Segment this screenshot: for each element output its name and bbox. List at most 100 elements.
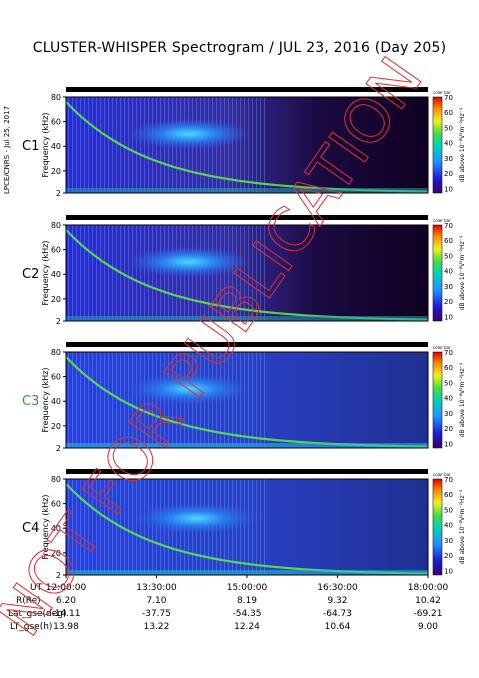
colorbar-tick-label: 40	[444, 140, 453, 148]
y-tick-label: 80	[51, 93, 61, 102]
orbit-value: 12.24	[234, 622, 260, 632]
low-frequency-band	[66, 316, 428, 321]
y-tick-label: 60	[51, 118, 61, 127]
colorbar-label: dB above 10⁻⁸V²m⁻²Hz⁻¹	[459, 107, 466, 182]
colorbar-tick-label: 20	[444, 298, 453, 306]
low-frequency-band	[66, 443, 428, 448]
colorbar-label: dB above 10⁻⁸V²m⁻²Hz⁻¹	[459, 362, 466, 437]
orbit-value: -69.21	[413, 609, 442, 619]
availability-bar	[66, 342, 428, 347]
y-tick-label: 20	[51, 295, 61, 304]
orbit-value: 13:30:00	[136, 583, 177, 593]
colorbar-tick-label: 30	[444, 410, 453, 418]
orbit-value: 9.32	[327, 596, 347, 606]
y-tick-label: 40	[51, 397, 61, 406]
colorbar-header: color bar	[433, 90, 451, 95]
y-tick-label: 80	[51, 221, 61, 230]
panel-frame	[65, 96, 429, 194]
low-frequency-band	[66, 570, 428, 575]
panel-name: C4	[22, 521, 39, 536]
colorbar-tick-label: 70	[444, 222, 453, 230]
emission-patch	[134, 503, 258, 534]
orbit-value: 6.20	[56, 596, 76, 606]
y-tick-label: 2	[56, 571, 61, 580]
low-frequency-band	[66, 188, 428, 193]
y-tick-label: 20	[51, 549, 61, 558]
y-tick-label: 2	[56, 444, 61, 453]
y-axis-label: Frequency (kHz)	[41, 113, 50, 178]
y-axis-label: Frequency (kHz)	[41, 368, 50, 433]
colorbar-tick-label: 40	[444, 522, 453, 530]
colorbar-tick-label: 50	[444, 506, 453, 514]
colorbar-label: dB above 10⁻⁸V²m⁻²Hz⁻¹	[459, 489, 466, 564]
panel-name: C3	[22, 394, 39, 409]
y-tick-label: 20	[51, 422, 61, 431]
colorbar	[432, 224, 443, 322]
colorbar-label: dB above 10⁻⁸V²m⁻²Hz⁻¹	[459, 235, 466, 310]
colorbar-tick-label: 10	[444, 440, 453, 448]
orbit-value: 10.64	[325, 622, 351, 632]
colorbar-tick-label: 30	[444, 155, 453, 163]
orbit-value: 8.19	[237, 596, 257, 606]
availability-bar	[66, 469, 428, 474]
y-tick-label: 80	[51, 348, 61, 357]
y-tick-label: 20	[51, 167, 61, 176]
colorbar-tick-label: 50	[444, 252, 453, 260]
orbit-value: 18:00:00	[408, 583, 449, 593]
panel-name: C2	[22, 267, 39, 282]
panel-name: C1	[22, 139, 39, 154]
orbit-row-label: Lat_gse(deg)	[8, 609, 66, 619]
panel-frame	[65, 224, 429, 322]
colorbar-header: color bar	[433, 345, 451, 350]
colorbar-tick-label: 30	[444, 283, 453, 291]
y-tick-label: 60	[51, 373, 61, 382]
colorbar-header: color bar	[433, 218, 451, 223]
y-tick-label: 60	[51, 246, 61, 255]
colorbar-tick-label: 10	[444, 185, 453, 193]
y-tick-label: 40	[51, 524, 61, 533]
emission-patch	[127, 373, 251, 405]
availability-bar	[66, 87, 428, 92]
colorbar-tick-label: 40	[444, 395, 453, 403]
page-title: CLUSTER-WHISPER Spectrogram / JUL 23, 20…	[32, 40, 447, 56]
colorbar-tick-label: 60	[444, 364, 453, 372]
panel-frame	[65, 351, 429, 449]
orbit-value: 13.98	[53, 622, 79, 632]
colorbar-tick-label: 30	[444, 537, 453, 545]
orbit-row-label: LT_gse(h)	[10, 622, 52, 632]
colorbar-tick-label: 70	[444, 476, 453, 484]
orbit-value: -14.11	[51, 609, 80, 619]
colorbar-tick-label: 70	[444, 94, 453, 102]
colorbar-tick-label: 10	[444, 313, 453, 321]
y-tick-label: 60	[51, 500, 61, 509]
colorbar-tick-label: 10	[444, 567, 453, 575]
colorbar-tick-label: 50	[444, 124, 453, 132]
y-tick-label: 2	[56, 317, 61, 326]
colorbar-tick-label: 40	[444, 268, 453, 276]
y-axis-label: Frequency (kHz)	[41, 495, 50, 560]
y-tick-label: 40	[51, 270, 61, 279]
orbit-value: -54.35	[232, 609, 261, 619]
orbit-row-label: R(Re)	[16, 596, 41, 606]
colorbar	[432, 351, 443, 449]
colorbar-tick-label: 60	[444, 491, 453, 499]
colorbar-tick-label: 60	[444, 237, 453, 245]
orbit-row-label: UT	[30, 583, 43, 593]
colorbar-header: color bar	[433, 472, 451, 477]
emission-patch	[127, 246, 251, 278]
colorbar-tick-label: 20	[444, 425, 453, 433]
y-axis-label: Frequency (kHz)	[41, 241, 50, 306]
orbit-value: -37.75	[142, 609, 171, 619]
y-tick-label: 2	[56, 189, 61, 198]
colorbar	[432, 96, 443, 194]
orbit-value: 12:00:00	[46, 583, 87, 593]
y-tick-label: 40	[51, 142, 61, 151]
orbit-value: 9.00	[418, 622, 438, 632]
orbit-value: 16:30:00	[317, 583, 358, 593]
colorbar-tick-label: 20	[444, 552, 453, 560]
